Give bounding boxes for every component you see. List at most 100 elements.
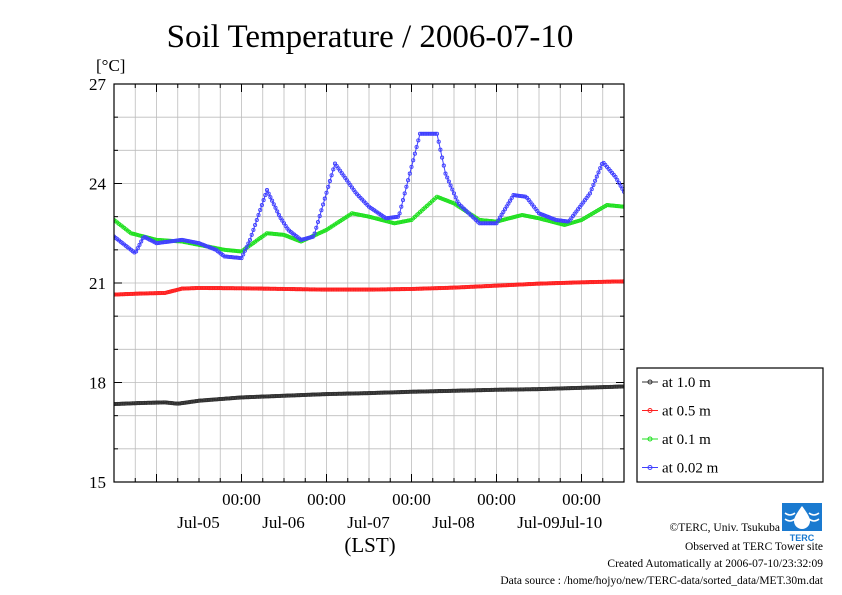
data-point — [249, 232, 254, 237]
data-point — [621, 384, 624, 389]
data-point — [397, 211, 402, 216]
data-point — [445, 175, 450, 180]
data-point — [434, 131, 440, 136]
data-point — [258, 207, 263, 213]
data-point — [263, 193, 268, 198]
data-point — [615, 177, 620, 182]
data-point — [310, 234, 315, 239]
y-axis: 15 18 21 24 27 — [89, 75, 624, 492]
data-point — [596, 170, 601, 175]
data-point — [394, 214, 399, 220]
series-at-0-5-m — [114, 279, 624, 297]
data-point — [506, 201, 511, 206]
data-point — [247, 237, 253, 242]
data-point — [253, 222, 258, 228]
data-point — [315, 219, 321, 225]
data-point — [275, 209, 280, 214]
data-point — [502, 207, 508, 212]
data-point — [621, 204, 624, 209]
data-point — [618, 183, 623, 188]
data-point — [259, 203, 264, 208]
legend-marker — [647, 465, 653, 470]
legend-marker — [647, 379, 653, 385]
x-date-label: Jul-06 — [262, 513, 305, 532]
data-point — [404, 184, 409, 189]
data-point — [411, 158, 416, 163]
data-point — [327, 179, 332, 184]
data-point — [326, 184, 331, 189]
x-tick-time-label: 00:00 — [562, 490, 601, 509]
data-point — [256, 212, 261, 218]
data-point — [621, 189, 624, 194]
data-point — [270, 198, 275, 203]
data-point — [399, 204, 404, 209]
data-point — [317, 214, 322, 219]
data-point — [450, 187, 455, 192]
data-point — [496, 218, 501, 223]
data-point — [244, 245, 249, 250]
y-axis-unit-label: [°C] — [96, 56, 125, 75]
data-point — [271, 202, 276, 207]
data-point — [613, 174, 618, 179]
data-point — [237, 255, 242, 261]
data-source-text: Data source : /home/hojyo/new/TERC-data/… — [500, 575, 823, 587]
legend-marker — [647, 408, 653, 413]
y-tick-label: 27 — [89, 75, 107, 94]
data-point — [264, 188, 270, 193]
data-point — [395, 214, 400, 219]
data-point — [453, 195, 458, 200]
data-point — [501, 209, 506, 215]
x-date-label: Jul-09 — [517, 513, 560, 532]
terc-logo: TERC — [782, 503, 822, 543]
data-point — [400, 198, 406, 203]
data-point — [331, 167, 336, 172]
data-point — [407, 171, 412, 176]
data-point — [414, 144, 419, 150]
legend-box — [636, 367, 824, 483]
data-point — [322, 196, 327, 201]
data-point — [412, 151, 417, 156]
y-tick-label: 21 — [89, 274, 106, 293]
data-point — [591, 182, 596, 188]
data-point — [242, 248, 247, 253]
data-point — [492, 221, 497, 226]
legend-label: at 0.02 m — [662, 461, 719, 477]
y-tick-label: 15 — [89, 473, 106, 492]
legend-label: at 0.5 m — [662, 404, 711, 420]
data-point — [451, 191, 457, 196]
data-point — [438, 147, 443, 152]
x-date-label: Jul-10 — [560, 513, 603, 532]
observed-site-text: Observed at TERC Tower site — [685, 541, 823, 553]
x-tick-time-label: 00:00 — [477, 490, 516, 509]
x-date-label: Jul-05 — [177, 513, 220, 532]
plot-frame — [113, 83, 625, 483]
chart-title: Soil Temperature / 2006-07-10 — [167, 19, 574, 55]
series-at-0-02-m — [114, 131, 624, 261]
data-point — [312, 231, 317, 236]
data-point — [598, 166, 603, 171]
series-at-1-0-m — [114, 384, 624, 407]
data-point — [406, 178, 411, 183]
y-tick-label: 18 — [89, 374, 106, 393]
data-point — [587, 191, 593, 196]
data-point — [441, 163, 446, 168]
data-point — [508, 198, 513, 203]
data-point — [246, 241, 251, 246]
data-point — [433, 131, 438, 136]
data-point — [504, 204, 509, 209]
data-point — [309, 235, 314, 240]
data-point — [616, 180, 621, 185]
data-point — [448, 183, 453, 188]
x-date-label: Jul-08 — [432, 513, 475, 532]
data-point — [436, 139, 441, 144]
data-point — [446, 179, 451, 184]
data-point — [593, 178, 598, 183]
data-point — [324, 190, 329, 195]
data-point — [273, 205, 278, 210]
data-point — [499, 212, 504, 217]
data-point — [241, 252, 246, 257]
x-tick-time-label: 00:00 — [222, 490, 261, 509]
data-point — [134, 249, 139, 254]
